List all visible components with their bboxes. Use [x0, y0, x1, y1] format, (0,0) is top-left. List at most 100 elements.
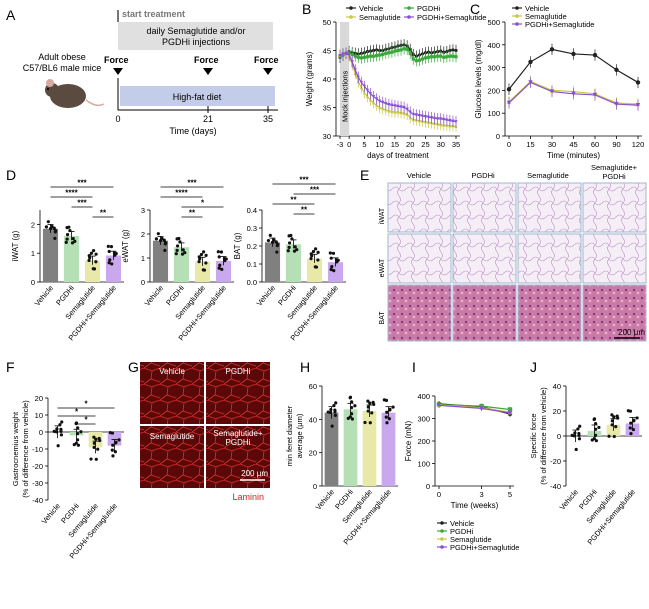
data-point — [399, 111, 403, 115]
data-point — [46, 220, 50, 224]
data-point — [445, 118, 449, 122]
y-tick-label: 0 — [39, 428, 43, 437]
data-point — [220, 267, 224, 271]
bar — [285, 244, 302, 282]
y-tick-label: 0.0 — [247, 278, 257, 287]
injection-box — [118, 22, 273, 50]
panel-b: 30 35 40 45 50 Mock injections -3 0 5 10 15 20 25 30 3… — [305, 4, 486, 160]
y-tick-label: 0.3 — [247, 224, 257, 233]
x-tick-label: 5 — [508, 490, 512, 499]
data-point — [347, 53, 351, 57]
data-point — [329, 256, 333, 260]
muscle-label: Semaglutide — [150, 432, 195, 441]
data-point — [89, 251, 94, 255]
data-point — [329, 267, 333, 272]
data-point — [610, 419, 614, 423]
data-point — [405, 107, 409, 111]
histology-image — [517, 233, 582, 284]
muscle-label: Vehicle — [159, 367, 185, 376]
data-point — [52, 226, 56, 230]
column-label: Vehicle — [407, 171, 431, 180]
data-point — [353, 54, 357, 58]
panel-g: G Vehicle PGDHi Semaglutide Semaglutide+… — [128, 359, 270, 502]
data-point — [635, 80, 641, 85]
data-point — [408, 110, 412, 114]
data-point — [635, 416, 639, 420]
data-point — [329, 407, 333, 412]
y-tick-label: 0.2 — [247, 242, 257, 251]
legend-marker — [440, 521, 444, 525]
data-point — [507, 410, 513, 416]
data-point — [506, 100, 512, 106]
data-point — [44, 225, 49, 229]
y-tick-label: 10 — [35, 411, 43, 420]
bar — [152, 240, 169, 282]
muscle-image — [140, 426, 204, 488]
data-point — [448, 119, 452, 123]
data-point — [175, 248, 179, 252]
panel-f: -40-30-20-1001020VehiclePGDHiSemaglutide… — [11, 394, 124, 560]
muscle-image — [206, 362, 270, 424]
x-tick-label: -3 — [337, 140, 344, 149]
data-point — [417, 113, 421, 118]
data-point — [574, 447, 578, 452]
data-point — [528, 80, 533, 85]
y-tick-label: -40 — [32, 496, 43, 505]
legend-marker — [407, 6, 411, 10]
data-point — [287, 234, 291, 238]
muscle-label: Semaglutide+ — [213, 429, 262, 438]
data-point — [445, 55, 449, 59]
data-point — [366, 405, 370, 409]
x-tick-label: Vehicle — [314, 488, 336, 512]
significance-label: *** — [299, 176, 309, 185]
data-point — [405, 47, 409, 51]
data-point — [375, 97, 379, 101]
data-point — [396, 104, 400, 108]
force-label-21: Force — [194, 55, 219, 65]
histology-image — [452, 233, 517, 284]
data-point — [382, 398, 386, 402]
x-tick-label: 35 — [452, 140, 460, 149]
bar — [107, 432, 122, 446]
data-point — [612, 434, 616, 439]
x-tick-label: Vehicle — [40, 502, 62, 526]
data-point — [426, 55, 431, 59]
y-tick-label: 400 — [487, 41, 500, 50]
data-point — [388, 408, 392, 412]
panel-letter: A — [6, 7, 16, 23]
data-point — [381, 52, 385, 57]
histology-image — [582, 284, 647, 342]
legend-marker — [515, 14, 519, 18]
legend-label: Semaglutide — [450, 535, 492, 544]
data-point — [204, 261, 208, 265]
data-point — [309, 252, 313, 256]
y-tick-label: 200 — [417, 437, 430, 446]
y-axis-label: Force (mN) — [404, 420, 413, 461]
muscle-image — [140, 362, 204, 424]
histology-image — [517, 182, 582, 233]
data-point — [610, 413, 614, 417]
data-point — [399, 48, 403, 52]
scalebar-label: 200 μm — [618, 328, 645, 337]
data-point — [94, 260, 98, 264]
data-point — [117, 438, 121, 442]
data-point — [387, 109, 391, 113]
significance-label: * — [201, 199, 205, 208]
legend-marker — [440, 537, 444, 541]
data-point — [420, 114, 425, 118]
x-tick-label: 0 — [437, 490, 441, 499]
y-tick-label: 40 — [323, 75, 331, 84]
data-point — [614, 425, 618, 429]
panel-letter: D — [6, 167, 16, 183]
y-axis-label: Gastrocnemius weight — [11, 411, 20, 486]
data-point — [448, 54, 452, 58]
y-axis-label: (% of difference from vehicle) — [21, 400, 30, 498]
legend-label: PGDHi — [417, 4, 441, 13]
x-tick-label: 10 — [376, 140, 384, 149]
time-tick: 35 — [263, 114, 273, 124]
x-tick-label: 120 — [632, 140, 645, 149]
data-point — [335, 260, 339, 264]
scalebar-label: 200 μm — [241, 469, 268, 478]
stain-label: Laminin — [232, 492, 264, 502]
data-point — [114, 441, 118, 445]
